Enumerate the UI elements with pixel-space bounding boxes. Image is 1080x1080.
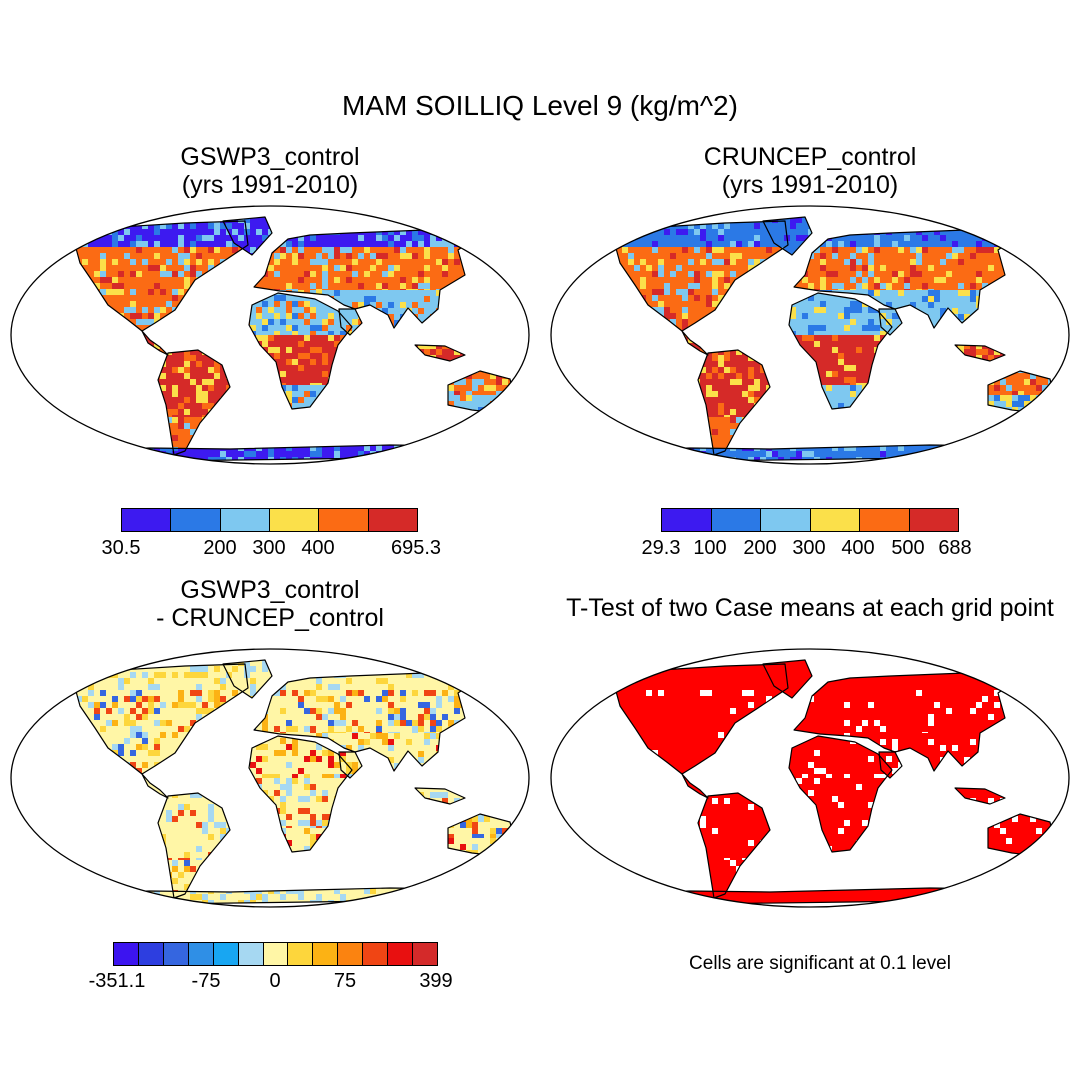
significance-note: Cells are significant at 0.1 level xyxy=(560,953,1080,974)
panel-title-gswp3: GSWP3_control (yrs 1991-2010) xyxy=(10,143,530,199)
map-cruncep xyxy=(550,205,1070,465)
panel-title-line1: CRUNCEP_control xyxy=(550,143,1070,171)
colorbar-swatch xyxy=(811,509,861,531)
panel-title-line2: - CRUNCEP_control xyxy=(10,604,530,632)
colorbar-swatch xyxy=(338,943,363,965)
map-gswp3 xyxy=(10,205,530,465)
panel-title-line1: T-Test of two Case means at each grid po… xyxy=(540,594,1080,622)
colorbar-cruncep-tick: 29.3 xyxy=(642,537,681,560)
colorbar-swatch xyxy=(239,943,264,965)
panel-title-ttest: T-Test of two Case means at each grid po… xyxy=(540,594,1080,622)
world-map xyxy=(10,205,530,465)
colorbar-gswp3-tick: 695.3 xyxy=(391,537,441,560)
panel-title-line1: GSWP3_control xyxy=(10,576,530,604)
figure-title: MAM SOILLIQ Level 9 (kg/m^2) xyxy=(0,90,1080,121)
colorbar-swatch xyxy=(363,943,388,965)
panel-title-cruncep: CRUNCEP_control (yrs 1991-2010) xyxy=(550,143,1070,199)
colorbar-swatch xyxy=(288,943,313,965)
colorbar-swatch xyxy=(369,509,417,531)
coastline-new-zealand xyxy=(1056,411,1064,429)
panel-title-line2: (yrs 1991-2010) xyxy=(550,171,1070,199)
colorbar-swatch xyxy=(388,943,413,965)
colorbar-cruncep-tick: 688 xyxy=(938,537,971,560)
colorbar-gswp3-tick: 200 xyxy=(203,537,236,560)
colorbar-swatch xyxy=(164,943,189,965)
colorbar-cruncep-tick: 500 xyxy=(891,537,924,560)
colorbar-swatch xyxy=(712,509,762,531)
colorbar-swatch xyxy=(313,943,338,965)
colorbar-swatch xyxy=(171,509,220,531)
colorbar-swatch xyxy=(860,509,910,531)
world-map xyxy=(550,205,1070,465)
colorbar-diff xyxy=(113,942,438,966)
coastline-new-zealand xyxy=(1056,854,1064,872)
colorbar-swatch xyxy=(319,509,368,531)
colorbar-diff-tick: -75 xyxy=(192,970,221,993)
colorbar-cruncep-tick: 100 xyxy=(693,537,726,560)
colorbar-cruncep-tick: 400 xyxy=(841,537,874,560)
colorbar-swatch xyxy=(910,509,959,531)
colorbar-swatch xyxy=(214,943,239,965)
colorbar-diff-tick: 399 xyxy=(419,970,452,993)
colorbar-swatch xyxy=(761,509,811,531)
colorbar-swatch xyxy=(413,943,437,965)
colorbar-swatch xyxy=(264,943,289,965)
panel-title-line1: GSWP3_control xyxy=(10,143,530,171)
world-map xyxy=(10,648,530,908)
colorbar-swatch xyxy=(139,943,164,965)
colorbar-diff-tick: 0 xyxy=(269,970,280,993)
coastline-new-zealand xyxy=(516,854,524,872)
colorbar-swatch xyxy=(221,509,270,531)
colorbar-swatch xyxy=(189,943,214,965)
world-map xyxy=(550,648,1070,908)
panel-title-diff: GSWP3_control - CRUNCEP_control xyxy=(10,576,530,632)
colorbar-swatch xyxy=(270,509,319,531)
colorbar-swatch xyxy=(114,943,139,965)
colorbar-swatch xyxy=(662,509,712,531)
colorbar-swatch xyxy=(122,509,171,531)
colorbar-cruncep xyxy=(661,508,959,532)
coastline-new-zealand xyxy=(516,411,524,429)
colorbar-diff-tick: 75 xyxy=(334,970,356,993)
colorbar-diff-tick: -351.1 xyxy=(89,970,146,993)
map-diff xyxy=(10,648,530,908)
colorbar-gswp3 xyxy=(121,508,418,532)
colorbar-cruncep-tick: 200 xyxy=(743,537,776,560)
colorbar-cruncep-tick: 300 xyxy=(792,537,825,560)
colorbar-gswp3-tick: 300 xyxy=(252,537,285,560)
map-ttest xyxy=(550,648,1070,908)
colorbar-gswp3-tick: 30.5 xyxy=(102,537,141,560)
colorbar-gswp3-tick: 400 xyxy=(301,537,334,560)
panel-title-line2: (yrs 1991-2010) xyxy=(10,171,530,199)
